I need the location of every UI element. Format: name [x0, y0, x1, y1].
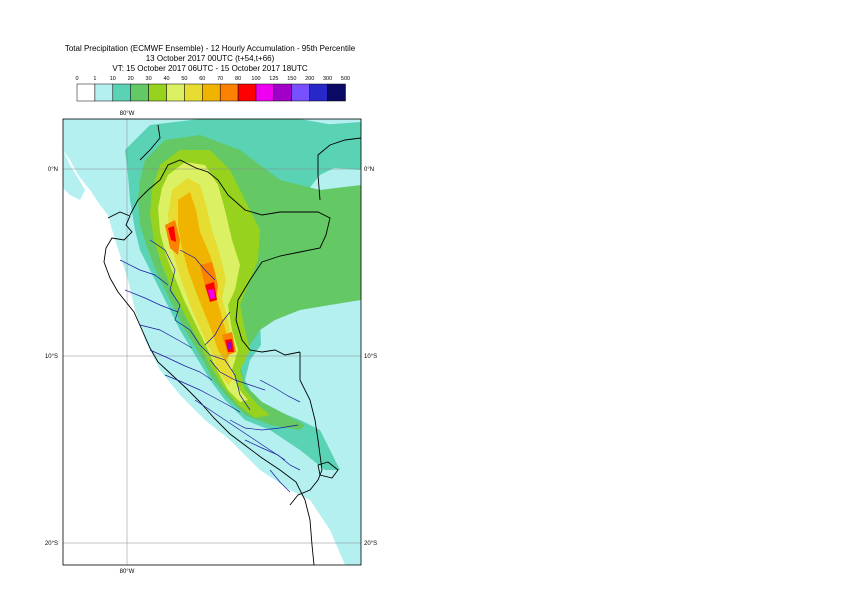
- legend-tick-label: 70: [217, 76, 223, 82]
- legend-tick-label: 200: [305, 76, 314, 82]
- legend-tick-label: 0: [75, 76, 78, 82]
- country-borders: [103, 124, 362, 566]
- lat-label-left-0: 0°N: [48, 167, 58, 173]
- lat-label-right-10s: 10°S: [364, 354, 377, 360]
- region-borders: [119, 239, 301, 493]
- precipitation-field: [63, 119, 361, 565]
- lat-label-right-0: 0°N: [364, 167, 374, 173]
- legend-tick-label: 20: [128, 76, 134, 82]
- lat-label-right-20s: 20°S: [364, 541, 377, 547]
- legend-tick-label: 30: [146, 76, 152, 82]
- chart-subtitle-valid-time: VT: 15 October 2017 06UTC - 15 October 2…: [112, 64, 308, 73]
- color-legend: 0 1 10 20 30 40 50 60 70 80 100 125 150 200 300 500: [75, 76, 350, 102]
- legend-tick-label: 500: [341, 76, 350, 82]
- chart-title: Total Precipitation (ECMWF Ensemble) - 1…: [64, 44, 356, 53]
- lat-label-left-10s: 10°S: [45, 354, 58, 360]
- legend-tick-label: 50: [181, 76, 187, 82]
- legend-tick-label: 150: [287, 76, 296, 82]
- legend-tick-label: 10: [110, 76, 116, 82]
- legend-tick-label: 40: [163, 76, 169, 82]
- legend-tick-label: 125: [269, 76, 278, 82]
- lat-label-left-20s: 20°S: [45, 541, 58, 547]
- map-frame: [62, 118, 362, 566]
- bottom-longitude-label: 80°W: [120, 569, 135, 575]
- legend-tick-label: 300: [323, 76, 332, 82]
- legend-tick-label: 60: [199, 76, 205, 82]
- chart-subtitle-run: 13 October 2017 00UTC (t+54,t+66): [145, 54, 275, 63]
- legend-tick-label: 80: [235, 76, 241, 82]
- legend-tick-label: 1: [93, 76, 96, 82]
- legend-tick-label: 100: [251, 76, 260, 82]
- top-longitude-label: 80°W: [120, 111, 135, 117]
- legend-swatch: [327, 83, 346, 102]
